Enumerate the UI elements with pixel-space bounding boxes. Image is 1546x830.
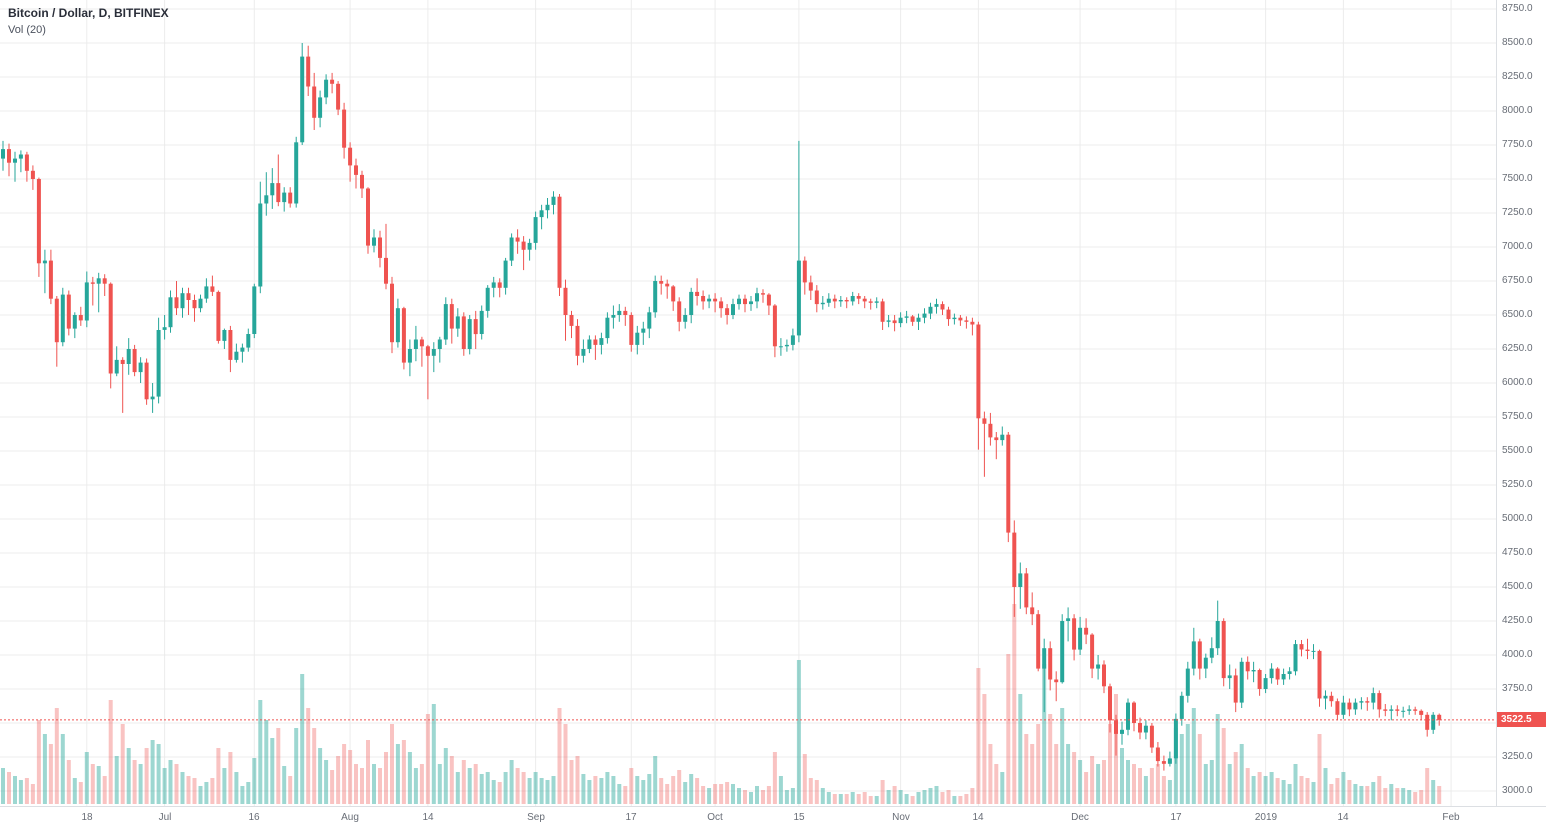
- price-tick-label: 8500.0: [1502, 37, 1533, 48]
- price-tick-label: 3250.0: [1502, 751, 1533, 762]
- symbol-title[interactable]: Bitcoin / Dollar, D, BITFINEX: [8, 6, 169, 20]
- time-tick-label: Dec: [1071, 812, 1089, 823]
- price-tick-label: 4000.0: [1502, 649, 1533, 660]
- time-axis[interactable]: 18 Jul 16 Aug 14 Sep 17 Oct 15 Nov 14 Dec 17 2019 14 Fe…: [0, 806, 1546, 830]
- price-tick-label: 6750.0: [1502, 275, 1533, 286]
- price-tick-label: 4500.0: [1502, 581, 1533, 592]
- time-tick-label: Nov: [892, 812, 910, 823]
- price-tick-label: 6500.0: [1502, 309, 1533, 320]
- price-tick-label: 8750.0: [1502, 3, 1533, 14]
- price-tick-label: 8250.0: [1502, 71, 1533, 82]
- price-tick-label: 8000.0: [1502, 105, 1533, 116]
- price-tick-label: 3000.0: [1502, 785, 1533, 796]
- time-tick-label: 14: [422, 812, 434, 823]
- time-tick-label: 15: [793, 812, 805, 823]
- price-tick-label: 5750.0: [1502, 411, 1533, 422]
- volume-series: [1, 604, 1442, 804]
- time-tick-label: 14: [1337, 812, 1349, 823]
- price-tick-label: 6000.0: [1502, 377, 1533, 388]
- price-tick-label: 5250.0: [1502, 479, 1533, 490]
- time-tick-label: 2019: [1254, 812, 1278, 823]
- price-tick-label: 4250.0: [1502, 615, 1533, 626]
- time-tick-label: 14: [972, 812, 984, 823]
- last-price-badge: 3522.5: [1497, 712, 1546, 727]
- time-tick-label: Feb: [1442, 812, 1460, 823]
- candle-series: [1, 43, 1442, 771]
- price-tick-label: 7750.0: [1502, 139, 1533, 150]
- price-tick-label: 3750.0: [1502, 683, 1533, 694]
- price-tick-label: 6250.0: [1502, 343, 1533, 354]
- time-tick-label: Sep: [527, 812, 545, 823]
- price-tick-label: 5500.0: [1502, 445, 1533, 456]
- grid: [0, 0, 1496, 806]
- price-tick-label: 7500.0: [1502, 173, 1533, 184]
- price-tick-label: 5000.0: [1502, 513, 1533, 524]
- time-tick-label: 17: [625, 812, 637, 823]
- time-tick-label: 17: [1170, 812, 1182, 823]
- price-axis[interactable]: 3522.5 8750.0 8500.0 8250.0 8000.0 7750.0 750…: [1496, 0, 1546, 806]
- time-tick-label: 18: [81, 812, 93, 823]
- time-tick-label: Jul: [158, 812, 172, 823]
- time-tick-label: Oct: [707, 812, 723, 823]
- candlestick-pane[interactable]: [0, 0, 1496, 806]
- price-tick-label: 4750.0: [1502, 547, 1533, 558]
- price-tick-label: 7000.0: [1502, 241, 1533, 252]
- indicator-label[interactable]: Vol (20): [8, 24, 46, 36]
- time-tick-label: Aug: [341, 812, 359, 823]
- legend: Bitcoin / Dollar, D, BITFINEX Vol (20): [8, 6, 169, 36]
- time-tick-label: 16: [248, 812, 260, 823]
- price-tick-label: 7250.0: [1502, 207, 1533, 218]
